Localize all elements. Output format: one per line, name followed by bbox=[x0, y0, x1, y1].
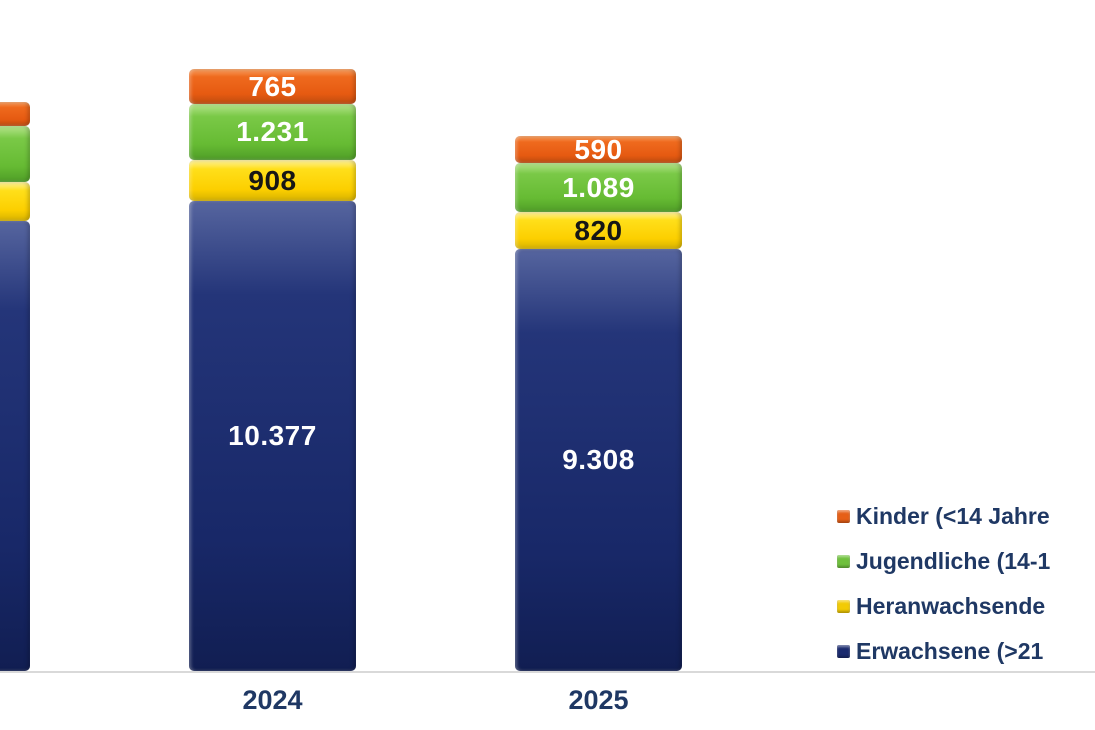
legend-swatch-kinder-icon bbox=[837, 509, 850, 523]
bar-segment-jugendliche: 1.089 bbox=[515, 163, 682, 212]
bar-segment-erwachsene bbox=[0, 221, 30, 671]
legend-label: Erwachsene (>21 bbox=[856, 637, 1044, 664]
bar-segment-kinder bbox=[0, 102, 30, 126]
value-label: 590 bbox=[574, 133, 623, 165]
bar-partial-left bbox=[0, 102, 30, 671]
x-tick-2025: 2025 bbox=[568, 685, 629, 715]
legend-label: Jugendliche (14-1 bbox=[856, 547, 1051, 574]
bar-segment-jugendliche: 1.231 bbox=[189, 104, 356, 160]
bar-segment-heranwachsende: 908 bbox=[189, 160, 356, 201]
legend-item-jugendliche: Jugendliche (14-1 bbox=[837, 547, 1050, 575]
bar-segment-erwachsene: 9.308 bbox=[515, 249, 682, 671]
bar-segment-kinder: 590 bbox=[515, 133, 682, 165]
legend-swatch-jugendliche-icon bbox=[837, 554, 850, 568]
value-label: 765 bbox=[248, 70, 297, 102]
bar-segment-heranwachsende bbox=[0, 182, 30, 221]
bar-segment-kinder: 765 bbox=[189, 69, 356, 104]
value-label: 1.231 bbox=[236, 116, 309, 147]
legend-label: Heranwachsende bbox=[856, 592, 1046, 619]
value-label: 1.089 bbox=[562, 171, 635, 203]
legend-item-erwachsene: Erwachsene (>21 bbox=[837, 637, 1050, 665]
legend-label: Kinder (<14 Jahre bbox=[856, 502, 1050, 529]
legend-item-heranwachsende: Heranwachsende bbox=[837, 592, 1050, 620]
bar-2025: 590 1.089 820 9.308 bbox=[515, 133, 682, 671]
value-label: 908 bbox=[248, 164, 297, 196]
bar-segment-heranwachsende: 820 bbox=[515, 212, 682, 249]
bar-segment-erwachsene: 10.377 bbox=[189, 201, 356, 671]
bar-2024: 765 1.231 908 10.377 bbox=[189, 69, 356, 671]
legend-swatch-erwachsene-icon bbox=[837, 644, 850, 658]
legend-swatch-heranwachsende-icon bbox=[837, 599, 850, 613]
x-axis-line bbox=[0, 671, 1095, 673]
value-label: 10.377 bbox=[228, 420, 317, 451]
value-label: 9.308 bbox=[562, 444, 635, 475]
bar-segment-jugendliche bbox=[0, 126, 30, 182]
legend: Kinder (<14 Jahre Jugendliche (14-1 Hera… bbox=[837, 502, 1050, 682]
x-tick-2024: 2024 bbox=[242, 685, 303, 715]
legend-item-kinder: Kinder (<14 Jahre bbox=[837, 502, 1050, 530]
value-label: 820 bbox=[574, 214, 623, 246]
